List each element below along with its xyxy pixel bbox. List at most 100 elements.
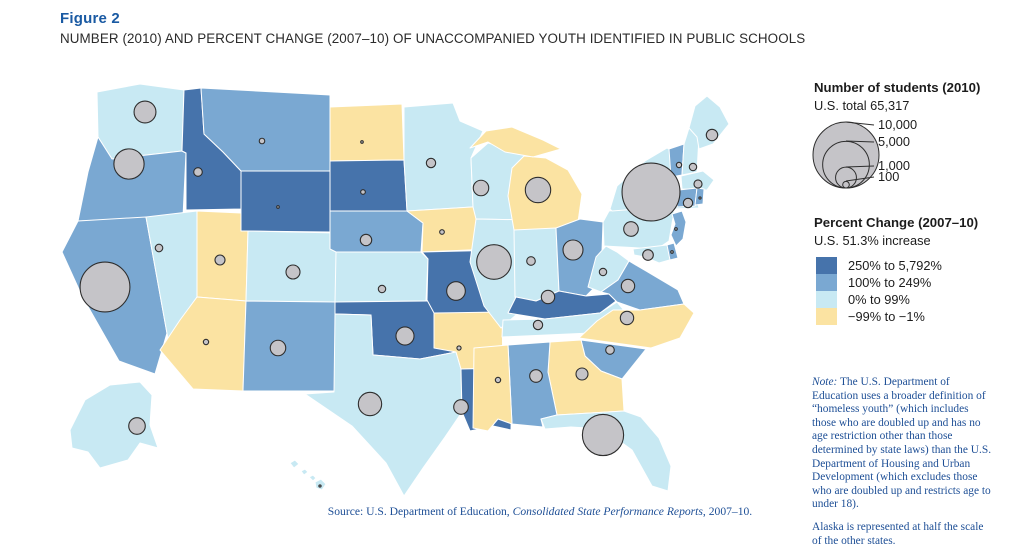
students-circle-ut	[214, 254, 226, 266]
state-ak	[69, 381, 159, 469]
students-circle-mt	[258, 137, 266, 145]
color-legend-label: −99% to −1%	[848, 309, 925, 324]
state-in	[513, 227, 560, 302]
state-me	[688, 95, 730, 150]
states-layer	[61, 83, 730, 497]
students-circle-nd	[360, 140, 364, 144]
state-nd	[329, 103, 405, 162]
size-legend-subheading: U.S. total 65,317	[814, 98, 910, 113]
figure-label: Figure 2	[60, 10, 120, 27]
color-legend-label: 100% to 249%	[848, 275, 932, 290]
state-hi	[289, 459, 327, 491]
note-paragraph: Note: The U.S. Department of Education u…	[812, 376, 992, 512]
students-circle-vt	[675, 161, 683, 169]
students-circle-wy	[276, 205, 280, 209]
students-circle-ak	[128, 417, 146, 435]
state-tx	[304, 313, 463, 497]
students-circle-nc	[619, 310, 635, 326]
swatch-increase-0-99	[816, 291, 837, 308]
students-circle-ma	[693, 179, 703, 189]
size-legend-label-5000: 5,000	[878, 134, 910, 149]
students-circle-nj	[674, 227, 678, 231]
students-circle-nv	[154, 243, 164, 253]
proportional-circles-layer	[79, 100, 719, 488]
students-circle-ne	[359, 233, 373, 247]
students-circle-sd	[360, 189, 366, 195]
state-sd	[329, 159, 408, 212]
figure-title: NUMBER (2010) AND PERCENT CHANGE (2007–1…	[60, 31, 806, 46]
students-circle-nh	[688, 162, 698, 172]
size-legend-heading: Number of students (2010)	[814, 80, 981, 95]
students-circle-ok	[395, 326, 415, 346]
state-nc	[578, 303, 695, 349]
students-circle-ky	[540, 289, 556, 305]
state-ms	[472, 344, 513, 432]
swatch-increase-100-249	[816, 274, 837, 291]
students-circle-mi	[524, 176, 552, 204]
note-label: Note:	[812, 376, 838, 388]
students-circle-ms	[494, 376, 502, 384]
students-circle-nm	[269, 339, 287, 357]
state-fl	[540, 410, 672, 492]
students-circle-fl	[581, 413, 625, 457]
size-legend-leader-100	[845, 176, 875, 182]
state-nj	[670, 210, 687, 247]
size-legend-label-10000: 10,000	[878, 117, 917, 132]
state-al	[507, 341, 558, 428]
students-circle-co	[285, 264, 301, 280]
source-suffix: , 2007–10.	[702, 505, 753, 518]
source-prefix: Source: U.S. Department of Education,	[327, 505, 513, 518]
students-circle-il	[476, 244, 512, 280]
color-legend: 250% to 5,792% 100% to 249% 0% to 99% −9…	[816, 257, 1006, 325]
source-report-title: Consolidated State Performance Reports	[512, 505, 703, 518]
color-legend-subheading: U.S. 51.3% increase	[814, 233, 931, 248]
color-legend-label: 250% to 5,792%	[848, 258, 942, 273]
state-ne	[329, 210, 424, 253]
students-circle-or	[113, 148, 145, 180]
size-legend-label-100: 100	[878, 169, 899, 184]
students-circle-id	[193, 167, 203, 177]
students-circle-al	[529, 369, 543, 383]
students-circle-me	[705, 128, 719, 142]
students-circle-in	[526, 256, 536, 266]
students-circle-la	[453, 399, 469, 415]
students-circle-hi	[318, 484, 322, 488]
students-circle-ct	[682, 197, 694, 209]
color-legend-row: 0% to 99%	[816, 291, 1006, 308]
state-ks	[334, 251, 429, 303]
note-body: The U.S. Department of Education uses a …	[812, 376, 992, 511]
color-legend-heading: Percent Change (2007–10)	[814, 215, 979, 230]
students-circle-wa	[133, 100, 157, 124]
state-mn	[403, 102, 484, 212]
students-circle-oh	[562, 239, 584, 261]
color-legend-row: 250% to 5,792%	[816, 257, 1006, 274]
students-circle-mn	[425, 157, 437, 169]
source-line: Source: U.S. Department of Education, Co…	[200, 505, 880, 518]
size-legend-label-1000: 1,000	[878, 158, 910, 173]
students-circle-ca	[79, 261, 131, 313]
students-circle-az	[202, 338, 210, 346]
swatch-increase-250-plus	[816, 257, 837, 274]
students-circle-ia	[439, 229, 445, 235]
swatch-decrease	[816, 308, 837, 325]
students-circle-ny	[621, 162, 681, 222]
students-circle-ga	[575, 367, 589, 381]
students-circle-ri	[698, 196, 702, 200]
students-circle-tn	[532, 319, 544, 331]
size-legend-leader-10000	[845, 121, 875, 126]
students-circle-de	[670, 250, 674, 254]
color-legend-row: 100% to 249%	[816, 274, 1006, 291]
note-block: Note: The U.S. Department of Education u…	[812, 376, 992, 548]
students-circle-sc	[605, 345, 615, 355]
color-legend-row: −99% to −1%	[816, 308, 1006, 325]
state-nm	[242, 300, 337, 392]
students-circle-wi	[472, 179, 490, 197]
students-circle-wv	[598, 267, 608, 277]
students-circle-va	[620, 278, 636, 294]
state-mi	[469, 126, 583, 231]
size-legend-leader-5000	[845, 140, 875, 143]
color-legend-label: 0% to 99%	[848, 292, 910, 307]
size-legend-diagram: 10,000 5,000 1,000 100	[812, 117, 917, 189]
students-circle-mo	[446, 281, 466, 301]
